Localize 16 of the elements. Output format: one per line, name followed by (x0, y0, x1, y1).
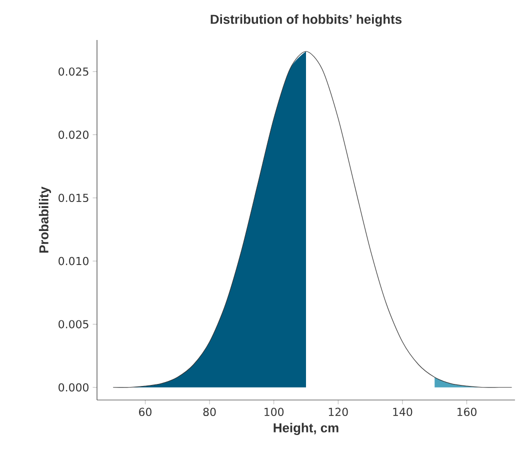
y-axis-title: Probability (38, 186, 52, 253)
x-tick-label: 140 (393, 408, 412, 416)
y-tick-label: 0.015 (58, 194, 88, 202)
x-tick-label: 160 (458, 408, 476, 416)
x-axis-title: Height, cm (274, 422, 338, 436)
x-tick-label: 100 (264, 408, 284, 416)
y-tick-label: 0.020 (58, 130, 88, 139)
chart-title: Distribution of hobbits’ heights (210, 14, 402, 27)
x-tick-label: 120 (328, 408, 348, 416)
x-tick-label: 60 (139, 408, 152, 416)
y-tick-label: 0.025 (58, 67, 88, 76)
line-series (112, 51, 512, 388)
y-tick-label: 0.010 (58, 256, 88, 266)
x-tick-label: 80 (203, 408, 216, 416)
y-tick-label: 0.005 (58, 320, 88, 328)
y-tick-label: 0.000 (58, 383, 88, 392)
